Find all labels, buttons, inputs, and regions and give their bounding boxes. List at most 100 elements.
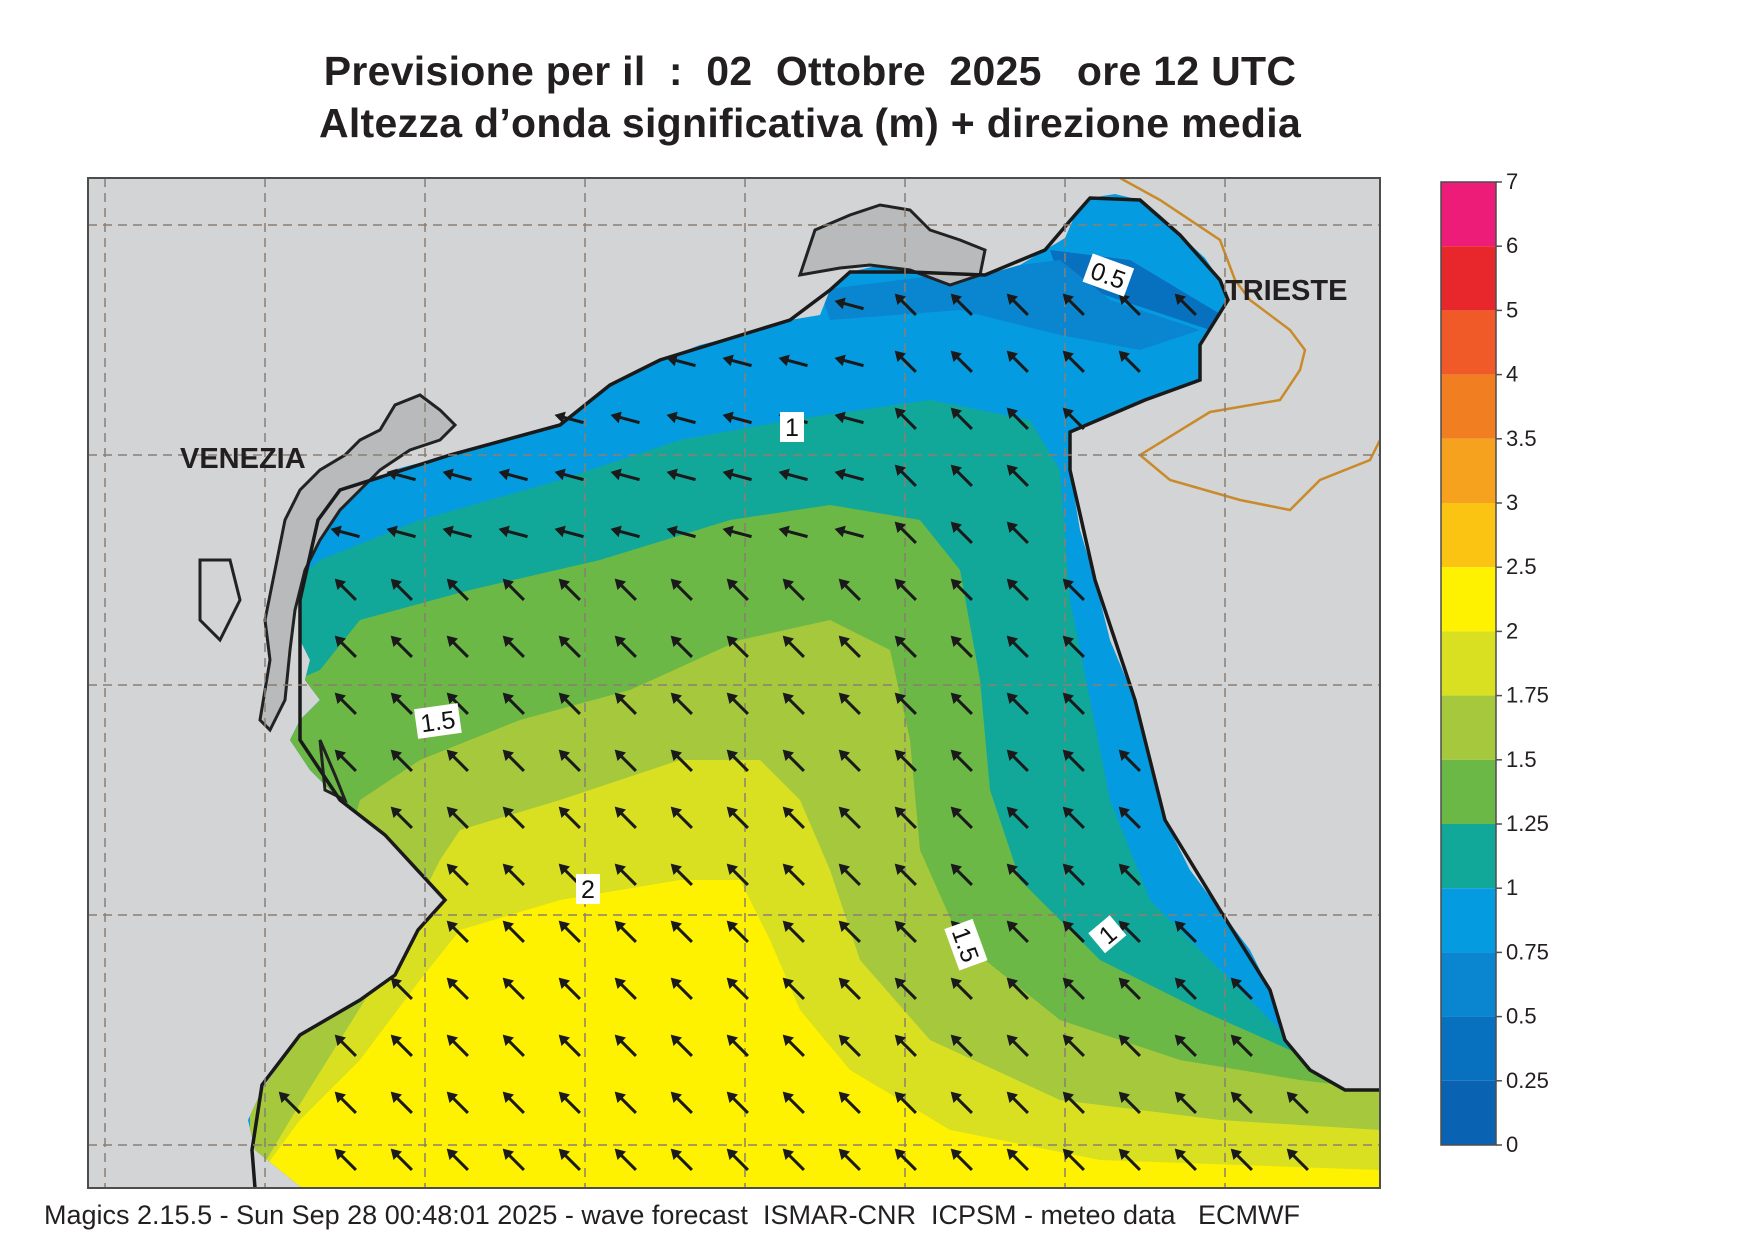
band-0.75 xyxy=(820,260,1200,350)
wave-direction-arrow xyxy=(1006,1148,1029,1171)
legend-swatch xyxy=(1441,567,1496,632)
wave-direction-arrow xyxy=(838,806,861,829)
legend-tick-label: 4 xyxy=(1506,362,1518,387)
wave-direction-arrow xyxy=(894,350,917,373)
wave-direction-arrow xyxy=(1174,977,1197,1000)
wave-direction-arrow xyxy=(782,806,805,829)
legend-swatch xyxy=(1441,1080,1496,1145)
wave-direction-arrow xyxy=(1118,806,1141,829)
wave-direction-arrow xyxy=(950,1091,973,1114)
wave-direction-arrow xyxy=(446,1148,469,1171)
wave-direction-arrow xyxy=(334,635,357,658)
wave-direction-arrow xyxy=(1062,350,1085,373)
wave-direction-arrow xyxy=(1118,293,1141,316)
wave-direction-arrow xyxy=(726,920,749,943)
wave-direction-arrow xyxy=(782,1034,805,1057)
wave-direction-arrow xyxy=(502,806,525,829)
wave-direction-arrow xyxy=(838,635,861,658)
wave-direction-arrow xyxy=(502,578,525,601)
wave-direction-arrow xyxy=(950,806,973,829)
wave-direction-arrow xyxy=(950,1034,973,1057)
wave-direction-arrow xyxy=(950,749,973,772)
wave-direction-arrow xyxy=(670,920,693,943)
legend-swatch xyxy=(1441,695,1496,760)
wave-direction-arrow xyxy=(1062,977,1085,1000)
wave-direction-arrow xyxy=(894,806,917,829)
wave-direction-arrow xyxy=(1006,521,1029,544)
wave-direction-arrow xyxy=(1118,1148,1141,1171)
wave-direction-arrow xyxy=(726,1148,749,1171)
wave-direction-arrow xyxy=(1062,293,1085,316)
svg-text:1: 1 xyxy=(785,414,799,442)
wave-direction-arrow xyxy=(950,977,973,1000)
legend-swatch xyxy=(1441,438,1496,503)
wave-direction-arrow xyxy=(1174,920,1197,943)
wave-direction-arrow xyxy=(446,920,469,943)
wave-direction-arrow xyxy=(614,977,637,1000)
legend-tick-label: 5 xyxy=(1506,297,1518,322)
forecast-title: Previsione per il : 02 Ottobre 2025 ore … xyxy=(323,48,1297,94)
wave-direction-arrow xyxy=(554,525,584,539)
wave-direction-arrow xyxy=(838,920,861,943)
wave-direction-arrow xyxy=(666,411,696,425)
wave-direction-arrow xyxy=(558,578,581,601)
legend-swatch xyxy=(1441,1016,1496,1081)
legend-swatch xyxy=(1441,374,1496,439)
wave-direction-arrow xyxy=(334,1148,357,1171)
wave-direction-arrow xyxy=(446,749,469,772)
wave-direction-arrow xyxy=(670,806,693,829)
wave-direction-arrow xyxy=(614,635,637,658)
wave-direction-arrow xyxy=(1062,407,1085,430)
wave-direction-arrow xyxy=(782,1091,805,1114)
wave-direction-arrow xyxy=(838,578,861,601)
wave-direction-arrow xyxy=(1174,1148,1197,1171)
wave-direction-arrow xyxy=(502,863,525,886)
wave-direction-arrow xyxy=(894,920,917,943)
wave-direction-arrow xyxy=(502,749,525,772)
svg-text:1.5: 1.5 xyxy=(419,706,457,739)
wave-direction-arrow xyxy=(1062,863,1085,886)
legend-tick-label: 2.5 xyxy=(1506,554,1537,579)
wave-direction-arrow xyxy=(778,468,808,482)
wave-direction-arrow xyxy=(778,354,808,368)
wave-direction-arrow xyxy=(894,578,917,601)
wave-direction-arrow xyxy=(1062,692,1085,715)
color-legend: 7 6 5 4 3.5 3 2.5 2 1.75 1.5 1.25 1 0.75 0.5 0.25 0 xyxy=(1440,169,1549,1157)
wave-direction-arrow xyxy=(614,863,637,886)
wave-direction-arrow xyxy=(330,525,360,539)
wave-direction-arrow xyxy=(894,749,917,772)
wave-direction-arrow xyxy=(726,863,749,886)
wave-direction-arrow xyxy=(610,525,640,539)
wave-direction-arrow xyxy=(386,468,416,482)
wave-direction-arrow xyxy=(666,354,696,368)
footer-credits: Magics 2.15.5 - Sun Sep 28 00:48:01 2025… xyxy=(44,1200,1301,1230)
wave-direction-arrow xyxy=(1286,1091,1309,1114)
coastline xyxy=(250,196,1380,1189)
legend-swatch xyxy=(1441,824,1496,889)
wave-direction-arrow xyxy=(614,692,637,715)
wave-direction-arrow xyxy=(1230,1091,1253,1114)
wave-direction-arrow xyxy=(554,468,584,482)
wave-direction-arrow xyxy=(1006,749,1029,772)
wave-direction-arrow xyxy=(666,525,696,539)
wave-direction-arrow xyxy=(386,525,416,539)
wave-direction-arrow xyxy=(670,749,693,772)
wave-direction-arrow xyxy=(502,692,525,715)
wave-direction-arrow xyxy=(446,578,469,601)
svg-text:2: 2 xyxy=(581,876,595,904)
wave-direction-arrow xyxy=(670,1091,693,1114)
wave-direction-arrow xyxy=(834,468,864,482)
wave-direction-arrow xyxy=(1006,293,1029,316)
wave-direction-arrow xyxy=(558,806,581,829)
wave-direction-arrow xyxy=(950,350,973,373)
legend-tick-label: 2 xyxy=(1506,618,1518,643)
wave-direction-arrow xyxy=(670,1148,693,1171)
wave-direction-arrow xyxy=(502,635,525,658)
wave-direction-arrow xyxy=(614,1091,637,1114)
wave-direction-arrow xyxy=(498,468,528,482)
wave-direction-arrow xyxy=(1174,1034,1197,1057)
wave-direction-arrow xyxy=(390,1034,413,1057)
wave-direction-arrow xyxy=(950,407,973,430)
wave-direction-arrow xyxy=(442,468,472,482)
wave-direction-arrow xyxy=(614,1034,637,1057)
